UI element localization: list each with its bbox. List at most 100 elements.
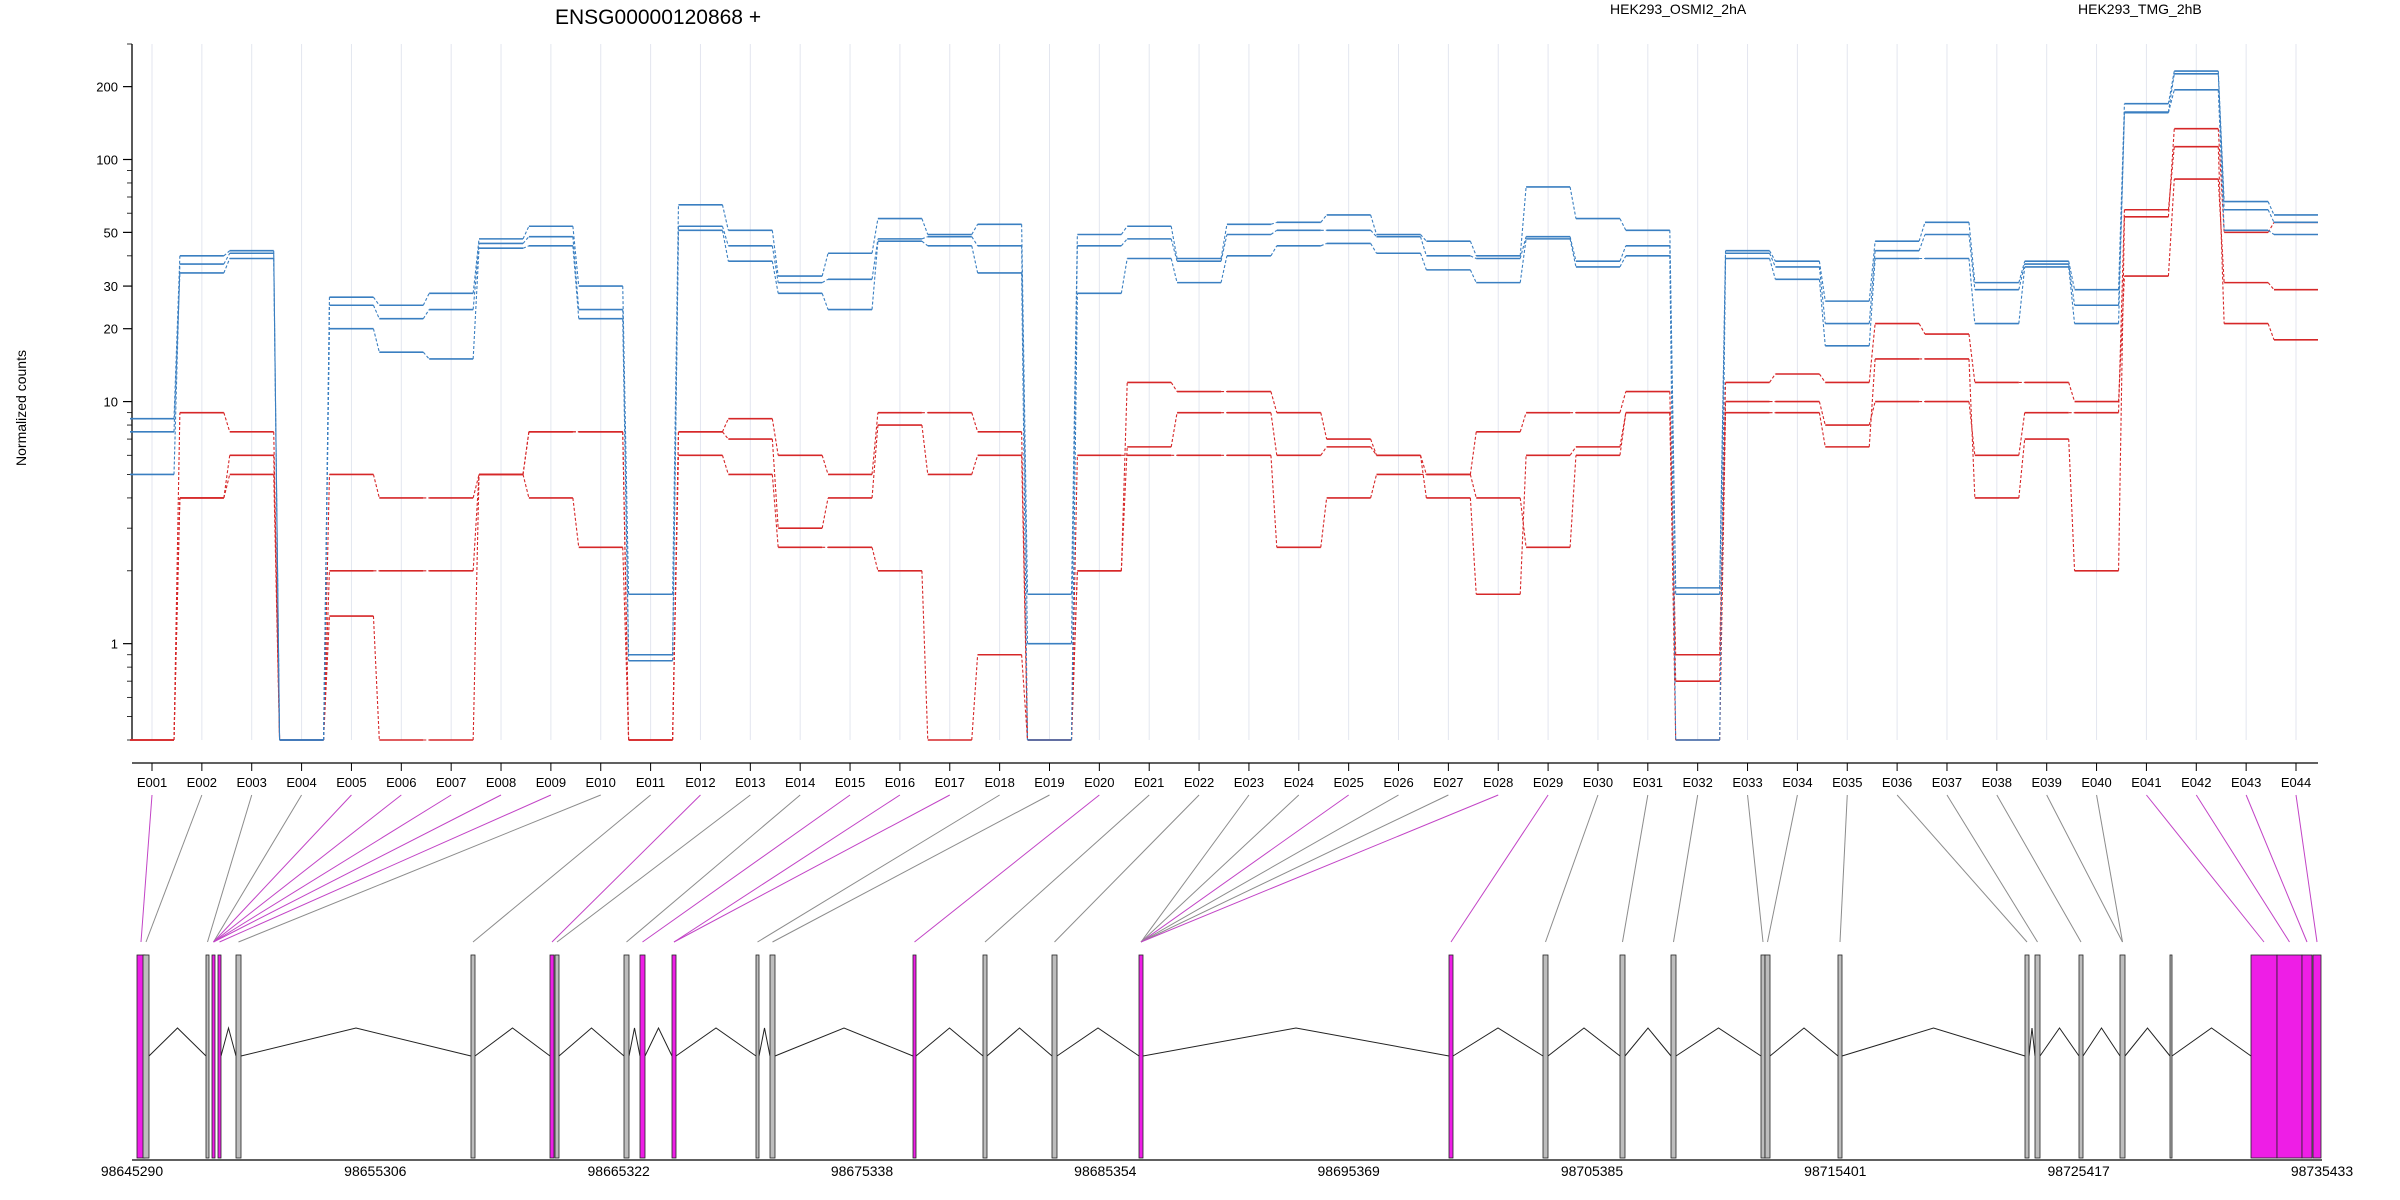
x-tick-label-e016: E016 [885, 775, 915, 790]
data-transition-e025 [1370, 214, 1378, 235]
data-transition-e014 [821, 497, 829, 529]
connector-e019 [772, 794, 1050, 943]
data-transition-e008 [522, 226, 530, 240]
data-transition-e007 [472, 474, 480, 741]
data-transition-e034 [1818, 279, 1826, 346]
exon-block [1542, 954, 1549, 1159]
data-transition-e015 [871, 425, 879, 498]
data-transition-e028 [1519, 412, 1527, 432]
x-tick-label-e041: E041 [2131, 775, 2161, 790]
intron-line [1142, 1027, 1450, 1057]
data-transition-e017 [971, 224, 979, 235]
data-transition-e040 [2118, 209, 2125, 413]
data-transition-e020 [1120, 446, 1128, 571]
connector-e022 [1054, 794, 1200, 943]
data-transition-e008 [522, 236, 530, 244]
x-tick-label-e031: E031 [1633, 775, 1663, 790]
data-transition-e020 [1120, 238, 1128, 247]
connector-e010 [238, 794, 601, 943]
data-transition-e035 [1868, 241, 1876, 302]
data-transition-e010 [622, 309, 630, 655]
data-transition-e028 [1519, 186, 1527, 256]
data-transition-e017 [971, 412, 979, 432]
data-transition-e024 [1320, 242, 1327, 247]
intron-line [675, 1027, 757, 1057]
exon-connector-lines [140, 794, 2318, 943]
data-transition-e014 [821, 278, 829, 284]
data-transition-e005 [372, 474, 380, 499]
data-transition-e024 [1320, 214, 1328, 223]
coordinate-label: 98715401 [1804, 1163, 1867, 1179]
connector-e018 [757, 794, 1000, 943]
x-tick-label-e032: E032 [1682, 775, 1712, 790]
data-transition-e033 [1769, 253, 1776, 268]
x-tick-label-e021: E021 [1134, 775, 1164, 790]
x-tick-label-e018: E018 [984, 775, 1014, 790]
exon-block [2301, 954, 2313, 1159]
data-transition-e005 [372, 616, 380, 741]
genomic-coordinate-axis: 98645290 98655306 98665322 98675338 98685354… [101, 1159, 2353, 1179]
data-transition-e028 [1519, 238, 1527, 283]
exon-block [2119, 954, 2126, 1159]
data-transition-e011 [672, 230, 680, 661]
data-transition-e041 [2167, 89, 2175, 113]
data-transition-e033 [1769, 250, 1776, 262]
data-transition-e009 [572, 236, 580, 310]
exon-block [1837, 954, 1843, 1159]
data-transition-e029 [1569, 186, 1577, 219]
data-transition-e025 [1370, 229, 1377, 238]
data-transition-e002 [223, 455, 231, 498]
data-transition-e034 [1818, 261, 1826, 302]
x-tick-label-e038: E038 [1982, 775, 2012, 790]
connector-e015 [642, 794, 851, 943]
connector-e017 [673, 794, 951, 943]
data-transition-e023 [1270, 229, 1278, 235]
data-transition-e039 [2068, 439, 2076, 571]
data-transition-e015 [871, 218, 879, 254]
data-transition-e023 [1270, 412, 1278, 456]
data-transition-e030 [1619, 391, 1627, 413]
data-transition-e015 [871, 412, 879, 475]
x-tick-label-e019: E019 [1034, 775, 1064, 790]
x-tick-label-e027: E027 [1433, 775, 1463, 790]
data-transition-e020 [1120, 258, 1128, 294]
data-transition-e037 [1968, 358, 1976, 498]
exon-block [211, 954, 216, 1159]
x-tick-label-e015: E015 [835, 775, 865, 790]
exon-block [2250, 954, 2278, 1159]
data-transition-e026 [1419, 253, 1427, 271]
data-transition-e033 [1769, 373, 1776, 383]
data-transition-e002 [223, 474, 231, 499]
x-tick-label-e017: E017 [935, 775, 965, 790]
connector-e001 [140, 794, 153, 943]
data-transition-e034 [1818, 266, 1826, 324]
exon-block [217, 954, 222, 1159]
connector-e039 [2046, 794, 2123, 943]
data-transition-e006 [422, 351, 430, 360]
exon-block [2276, 954, 2303, 1159]
data-transition-e013 [771, 418, 779, 456]
coordinate-label: 98665322 [588, 1163, 651, 1179]
x-tick-label-e006: E006 [386, 775, 416, 790]
exon-block [639, 954, 646, 1159]
x-tick-label-e029: E029 [1533, 775, 1563, 790]
data-transition-e019 [1070, 245, 1078, 644]
chart-title: ENSG00000120868 + [555, 6, 761, 29]
y-axis-label: Normalized counts [13, 350, 29, 466]
data-transition-e015 [871, 547, 879, 571]
exon-block [549, 954, 555, 1159]
data-transition-e025 [1370, 446, 1377, 456]
data-transition-e016 [921, 424, 929, 475]
data-transition-e020 [1120, 225, 1128, 235]
coordinate-label: 98685354 [1074, 1163, 1137, 1179]
connector-e007 [213, 794, 452, 943]
intron-line [986, 1027, 1053, 1057]
series-hek293-osmi2-2ha-2 [130, 127, 2318, 741]
data-transition-e033 [1769, 258, 1776, 280]
connector-e008 [213, 794, 502, 943]
data-transition-e018 [1021, 272, 1029, 741]
data-transition-e017 [971, 455, 979, 475]
x-tick-label-e009: E009 [536, 775, 566, 790]
intron-line [2171, 1027, 2252, 1057]
connector-e020 [914, 794, 1100, 943]
